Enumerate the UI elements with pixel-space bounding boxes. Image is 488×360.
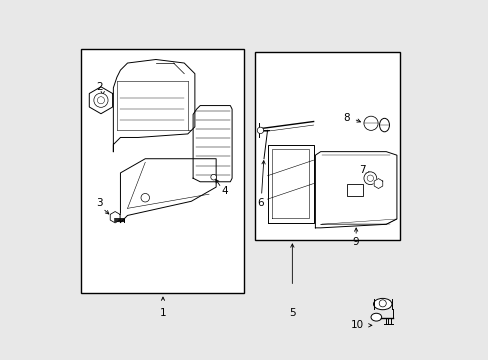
Polygon shape — [110, 212, 120, 223]
Text: 4: 4 — [221, 186, 228, 195]
Polygon shape — [315, 152, 396, 228]
Text: 3: 3 — [96, 198, 102, 208]
Text: 9: 9 — [352, 237, 359, 247]
Circle shape — [378, 300, 386, 307]
Text: 6: 6 — [257, 198, 263, 208]
Text: 2: 2 — [96, 82, 102, 92]
Circle shape — [366, 175, 373, 181]
Circle shape — [141, 193, 149, 202]
Circle shape — [97, 97, 104, 104]
Circle shape — [210, 174, 216, 180]
Polygon shape — [267, 145, 313, 222]
Text: 7: 7 — [359, 165, 366, 175]
Ellipse shape — [370, 313, 381, 321]
Bar — [346, 184, 363, 196]
Ellipse shape — [373, 298, 391, 310]
Text: 1: 1 — [160, 307, 166, 318]
Polygon shape — [373, 179, 382, 189]
Text: 5: 5 — [288, 307, 295, 318]
Polygon shape — [120, 159, 216, 222]
Polygon shape — [113, 59, 195, 152]
Ellipse shape — [379, 118, 388, 132]
Circle shape — [94, 93, 108, 107]
Text: 10: 10 — [350, 320, 364, 330]
Circle shape — [257, 127, 263, 134]
Polygon shape — [89, 87, 112, 114]
Circle shape — [363, 172, 376, 185]
Bar — [81, 49, 244, 293]
Bar — [255, 53, 400, 240]
Circle shape — [363, 116, 377, 130]
Polygon shape — [193, 105, 232, 182]
Text: 8: 8 — [343, 113, 349, 123]
